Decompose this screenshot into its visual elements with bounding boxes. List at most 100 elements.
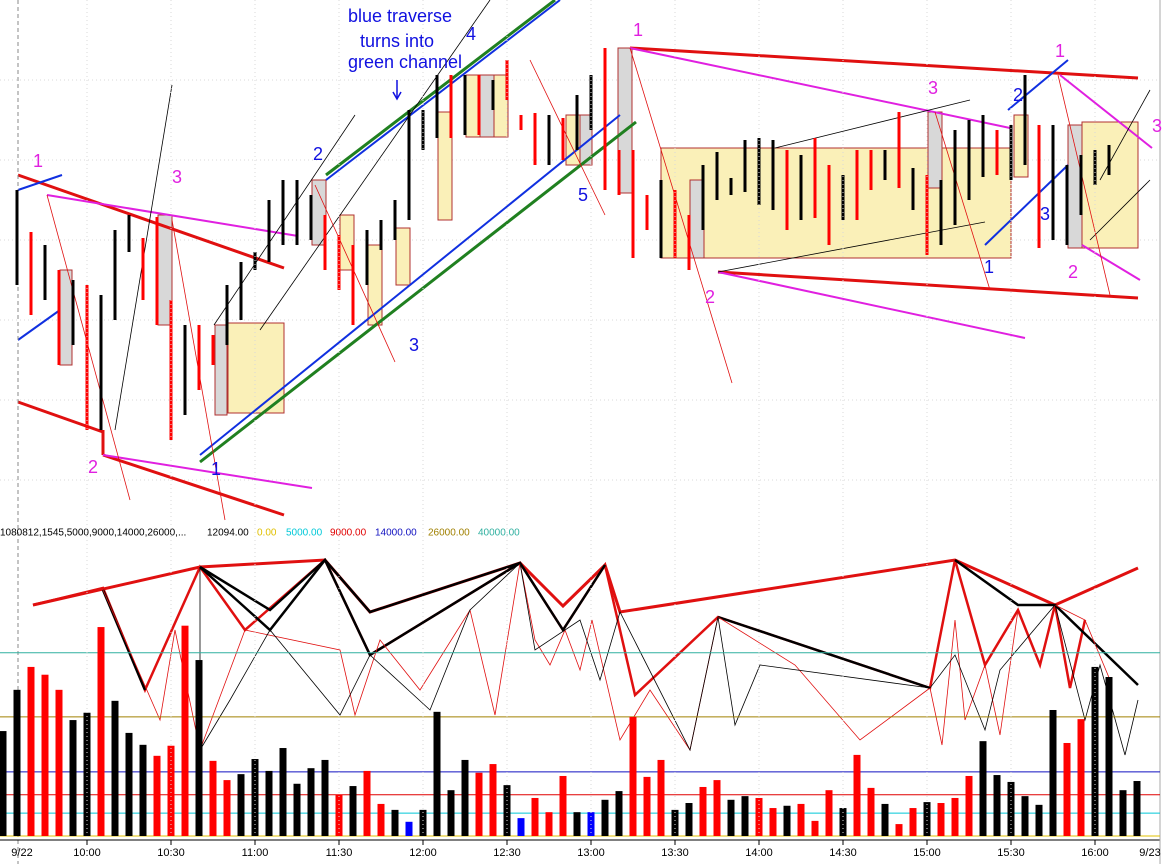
x-tick-label: 16:00	[1081, 847, 1109, 859]
annotation: 2	[705, 287, 715, 307]
x-tick-label: 15:30	[997, 847, 1025, 859]
volume-bar	[1063, 742, 1071, 836]
annotation: 1	[984, 257, 994, 277]
study-label: 1080812,1545,5000,9000,14000,26000,...	[0, 528, 186, 539]
volume-bar	[839, 808, 847, 836]
volume-bar	[489, 764, 497, 836]
annotation: 3	[409, 335, 419, 355]
volume-bar	[181, 625, 189, 836]
volume-bar	[657, 759, 665, 836]
annotation: 1	[33, 151, 43, 171]
x-tick-label: 11:30	[326, 847, 353, 859]
volume-bar	[699, 786, 707, 836]
level-label: 26000.00	[428, 528, 470, 539]
volume-bar	[307, 768, 315, 836]
volume-bar	[601, 799, 609, 836]
volume-bar	[1133, 781, 1141, 836]
annotation: blue traverse	[348, 6, 452, 26]
x-tick-label: 13:00	[577, 847, 605, 859]
x-tick-label: 14:30	[829, 847, 857, 859]
x-tick-label: 14:00	[745, 847, 773, 859]
volume-bar	[615, 791, 623, 836]
level-label: 40000.00	[478, 528, 520, 539]
volume-bar	[993, 775, 1001, 836]
volume-bar	[1091, 666, 1099, 836]
volume-bar	[349, 786, 357, 836]
annotation: 3	[1040, 204, 1050, 224]
volume-bar	[503, 785, 511, 836]
volume-bar	[97, 627, 105, 836]
volume-bar	[125, 732, 133, 836]
annotation: 2	[1068, 262, 1078, 282]
volume-bar	[321, 759, 329, 836]
annotation: 1	[633, 20, 643, 40]
level-label: 5000.00	[286, 528, 323, 539]
volume-bar	[447, 790, 455, 836]
volume-bar	[69, 720, 77, 836]
volume-bar	[1049, 709, 1057, 836]
volume-bar	[629, 716, 637, 836]
volume-bar	[559, 775, 567, 836]
volume-bar	[41, 674, 49, 836]
volume-bar	[895, 824, 903, 836]
volume-bar	[531, 797, 539, 836]
volume-bar	[293, 783, 301, 836]
volume-bar	[937, 803, 945, 836]
volume-bar	[769, 808, 777, 836]
annotation: 1	[1055, 41, 1065, 61]
volume-bar	[825, 790, 833, 836]
annotation: 2	[313, 144, 323, 164]
volume-bar	[685, 803, 693, 836]
x-tick-label: 13:30	[661, 847, 689, 859]
annotation: 3	[928, 78, 938, 98]
volume-bar	[153, 755, 161, 836]
x-tick-label: 15:00	[913, 847, 941, 859]
volume-bar	[391, 809, 399, 836]
volume-bar	[111, 700, 119, 836]
volume-bar	[517, 818, 525, 836]
volume-bar	[713, 780, 721, 836]
volume-bar	[335, 794, 343, 836]
volume-bar	[853, 754, 861, 836]
x-tick-label: 10:30	[157, 847, 185, 859]
volume-bar	[741, 796, 749, 836]
annotation: 3	[172, 167, 182, 187]
volume-bar	[965, 775, 973, 836]
annotation: 3	[1152, 116, 1162, 136]
volume-bar	[251, 759, 259, 836]
volume-bar	[1105, 677, 1113, 836]
level-label: 14000.00	[375, 528, 417, 539]
volume-bar	[209, 760, 217, 836]
volume-bar	[223, 780, 231, 836]
volume-bar	[27, 666, 35, 836]
volume-bar	[1035, 804, 1043, 836]
volume-bar	[783, 805, 791, 836]
volume-bar	[475, 772, 483, 836]
volume-bar	[461, 759, 469, 836]
volume-bar	[811, 820, 819, 836]
trend-lines	[17, 0, 1153, 521]
volume-bar	[545, 812, 553, 836]
volume-bar	[405, 821, 413, 836]
annotation: 5	[578, 185, 588, 205]
annotation: 1	[211, 459, 221, 479]
annotation: 2	[88, 457, 98, 477]
volume-bar	[167, 745, 175, 836]
x-tick-label: 11:00	[242, 847, 269, 859]
volume-bar	[363, 770, 371, 836]
volume-bar	[867, 787, 875, 836]
volume-bar	[195, 660, 203, 836]
annotation: 2	[1013, 85, 1023, 105]
volume-bar	[979, 741, 987, 836]
volume-bar	[1119, 790, 1127, 836]
volume-bar	[433, 711, 441, 836]
volume-bar	[797, 803, 805, 836]
annotation: turns into	[360, 31, 434, 51]
level-label: 0.00	[257, 528, 277, 539]
volume-bar	[139, 744, 147, 836]
date-label: 9/23	[1139, 847, 1160, 859]
volume-bar	[265, 770, 273, 836]
annotation: green channel	[348, 52, 462, 72]
